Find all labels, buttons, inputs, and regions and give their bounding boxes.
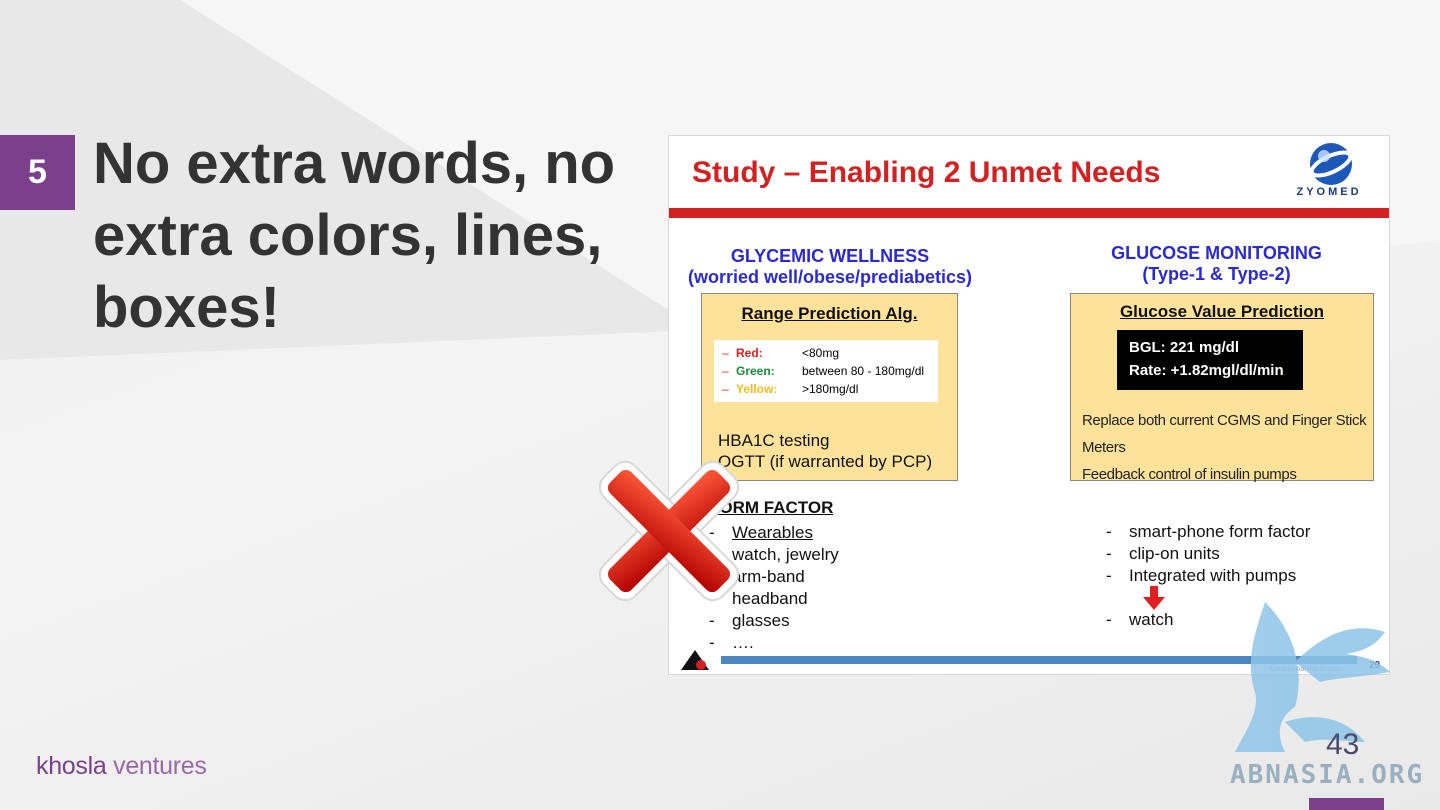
range-prediction-box: Range Prediction Alg. – Red: <80mg – Gre… — [701, 293, 958, 481]
triangle-logo-icon — [681, 650, 709, 670]
glucose-prediction-title: Glucose Value Prediction — [1119, 302, 1325, 321]
embedded-slide-title: Study – Enabling 2 Unmet Needs — [692, 156, 1161, 189]
zyomed-logo-text: ZYOMED — [1296, 186, 1362, 198]
right-column-heading: GLUCOSE MONITORING (Type-1 & Type-2) — [1111, 243, 1322, 284]
legend-row-red: – Red: <80mg — [722, 346, 840, 360]
zyomed-logo: ZYOMED — [1279, 140, 1379, 200]
griffin-watermark-icon — [1235, 602, 1390, 752]
watermark-text: ABNASIA.ORG — [1230, 760, 1425, 790]
legend-row-yellow: – Yellow: >180mg/dl — [722, 382, 859, 396]
list-item: - Wearables — [709, 523, 813, 542]
range-legend: – Red: <80mg – Green: between 80 - 180mg… — [714, 340, 938, 402]
list-item: - smart-phone form factor — [1106, 522, 1311, 541]
left-column-heading: GLYCEMIC WELLNESS (worried well/obese/pr… — [687, 246, 973, 287]
glucose-prediction-box: Glucose Value Prediction BGL: 221 mg/dl … — [1070, 293, 1374, 483]
list-item: - clip-on units — [1106, 544, 1220, 563]
red-down-arrow-icon — [1143, 586, 1165, 610]
title-underline-bar — [669, 208, 1389, 218]
embedded-slide-image: Study – Enabling 2 Unmet Needs ZYOMED GL… — [668, 135, 1390, 675]
left-form-factor-list: -Wearables -watch, jewelry -arm-band -he… — [709, 522, 839, 654]
headline-line-1: No extra words, no — [93, 131, 616, 196]
form-factor-title: FORM FACTOR — [709, 498, 834, 517]
bgl-readout: BGL: 221 mg/dl Rate: +1.82mgl/dl/min — [1117, 330, 1303, 390]
zyomed-globe-icon — [1309, 143, 1353, 185]
page-number: 43 — [1326, 728, 1360, 761]
slide-number-badge: 5 — [0, 135, 75, 210]
corner-accent — [1309, 798, 1384, 810]
list-item: - Integrated with pumps — [1106, 566, 1297, 585]
footer-blue-bar — [721, 656, 1357, 664]
right-after-arrow-item: - watch — [1106, 609, 1173, 631]
legend-row-green: – Green: between 80 - 180mg/dl — [722, 364, 925, 378]
range-box-text: HBA1C testing OGTT (if warranted by PCP) — [718, 431, 933, 471]
red-x-icon — [598, 460, 740, 602]
glucose-box-notes: Replace both current CGMS and Finger Sti… — [1082, 412, 1367, 483]
list-item: - glasses — [709, 611, 790, 630]
khosla-ventures-logo: khosla ventures — [36, 752, 207, 780]
right-form-factor-list: - smart-phone form factor - clip-on units … — [1106, 521, 1310, 587]
list-item: -…. — [709, 633, 754, 652]
range-prediction-title: Range Prediction Alg. — [741, 304, 918, 323]
headline-line-2: extra colors, lines, — [93, 203, 603, 268]
headline-line-3: boxes! — [93, 275, 280, 340]
list-item: - watch — [1106, 610, 1174, 629]
slide-headline: No extra words, no extra colors, lines, … — [93, 128, 653, 344]
